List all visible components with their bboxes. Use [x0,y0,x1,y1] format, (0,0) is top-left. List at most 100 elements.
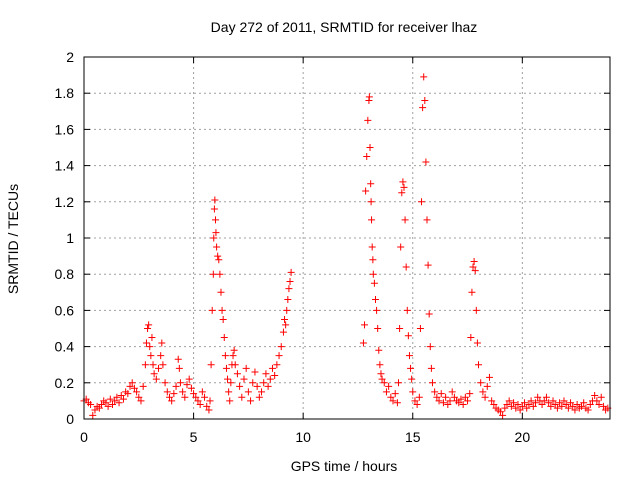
data-point [408,375,416,383]
axis-ticks: 00.20.40.60.811.21.41.61.820 5 10 15 20 [55,49,610,445]
data-point [113,393,121,401]
data-point [108,401,116,409]
grid-lines [84,57,610,419]
data-point [435,397,443,405]
data-point [534,393,542,401]
data-point [91,406,99,414]
data-point [102,399,110,407]
data-point [387,393,395,401]
y-tick-label: 1.2 [55,194,75,210]
data-point [98,401,106,409]
data-point [130,384,138,392]
data-point [391,390,399,398]
data-point [175,364,183,372]
x-axis-label: GPS time / hours [291,458,398,474]
data-point [411,397,419,405]
data-point [364,116,372,124]
data-point [217,288,225,296]
data-point [282,321,290,329]
data-point [210,205,218,213]
data-point [190,390,198,398]
data-point [208,306,216,314]
data-point [139,382,147,390]
data-point [236,382,244,390]
plot-frame [83,56,611,420]
data-point [225,388,233,396]
data-point [181,393,189,401]
data-point [371,296,379,304]
data-point [523,404,531,412]
data-point [385,382,393,390]
data-point [279,328,287,336]
data-point [479,388,487,396]
data-point [558,402,566,410]
data-point [468,288,476,296]
x-tick-label: 10 [295,429,311,445]
x-tick-label: 15 [405,429,421,445]
data-point [159,361,167,369]
data-point [578,402,586,410]
data-point [183,381,191,389]
data-point [426,343,434,351]
data-point [147,352,155,360]
data-point [230,346,238,354]
data-point [425,310,433,318]
data-point [470,258,478,266]
data-point [281,315,289,323]
data-point [104,402,112,410]
data-point [421,96,429,104]
data-point [469,263,477,271]
data-point [174,355,182,363]
data-point [368,243,376,251]
data-point [229,352,237,360]
data-point [538,401,546,409]
data-point [287,268,295,276]
data-point [405,352,413,360]
data-point [397,243,405,251]
data-point [593,397,601,405]
data-point [117,391,125,399]
data-point [212,229,220,237]
data-point [377,370,385,378]
data-point [369,270,377,278]
data-point [431,388,439,396]
data-point [399,178,407,186]
data-point [402,263,410,271]
data-point [413,401,421,409]
data-point [216,270,224,278]
data-point [253,382,261,390]
x-tick-label: 5 [190,429,198,445]
data-point [571,406,579,414]
data-point [367,180,375,188]
data-point [507,402,515,410]
data-point [591,391,599,399]
data-point [488,397,496,405]
data-point [161,379,169,387]
data-point [531,399,539,407]
data-point [415,393,423,401]
data-point [573,401,581,409]
data-point [283,306,291,314]
data-point [365,93,373,101]
data-point [496,408,504,416]
data-point [564,404,572,412]
data-point [165,393,173,401]
data-point [213,243,221,251]
data-point [126,382,134,390]
data-point [231,361,239,369]
data-point [404,332,412,340]
y-tick-label: 0.2 [55,375,75,391]
data-point [407,364,415,372]
data-point [442,393,450,401]
data-point [266,375,274,383]
data-point [150,370,158,378]
data-point [422,158,430,166]
data-point [527,397,535,405]
data-point [501,404,509,412]
data-point [597,393,605,401]
x-tick-label: 0 [80,429,88,445]
data-point [461,393,469,401]
data-point [363,153,371,161]
data-point [247,397,255,405]
data-point [375,346,383,354]
